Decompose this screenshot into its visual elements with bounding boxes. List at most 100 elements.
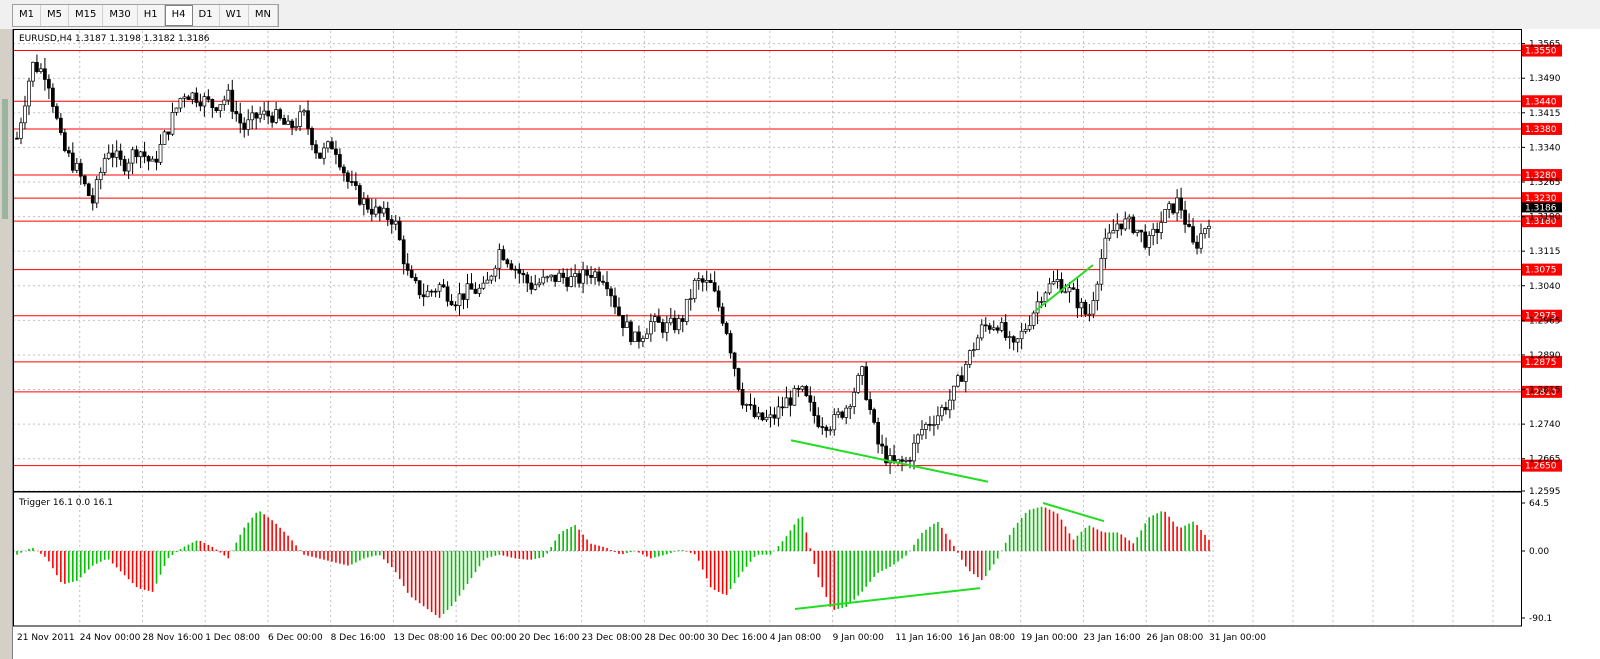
- candle-body: [908, 459, 912, 462]
- price-axis-label: 1.2665: [1529, 455, 1561, 465]
- candle-body: [310, 128, 314, 146]
- time-axis-label: 16 Dec 00:00: [456, 633, 517, 643]
- time-axis-label: 4 Jan 08:00: [770, 633, 822, 643]
- chart-window[interactable]: 1.3550 1.3440 1.3380 1.3280 1.3230 1.3180 1.30…: [12, 29, 1600, 659]
- candle-body: [533, 284, 538, 290]
- candle-body: [1043, 292, 1048, 302]
- candle-body: [1011, 336, 1016, 343]
- candle-body: [1159, 222, 1164, 233]
- chart-canvas[interactable]: 1.3550 1.3440 1.3380 1.3280 1.3230 1.3180 1.30…: [13, 29, 1600, 659]
- candle-body: [59, 117, 63, 133]
- candle-body: [1099, 258, 1104, 285]
- price-axis-label: 1.2740: [1529, 420, 1561, 430]
- timeframe-button-m5[interactable]: M5: [41, 5, 69, 26]
- candle-body: [987, 325, 992, 330]
- dock-tab[interactable]: [2, 99, 8, 219]
- candle-body: [724, 322, 729, 334]
- level-tag: [1522, 355, 1562, 368]
- candle-body: [393, 220, 398, 225]
- time-axis-label: 8 Dec 16:00: [331, 633, 386, 643]
- candle-body: [469, 283, 474, 290]
- candle-body: [1059, 279, 1064, 293]
- level-tag-label: 1.3380: [1525, 125, 1557, 135]
- timeframe-button-m15[interactable]: M15: [69, 5, 104, 26]
- trendline[interactable]: [794, 587, 981, 610]
- candle-body: [258, 113, 263, 119]
- candle-body: [1023, 328, 1028, 332]
- candle-body: [569, 276, 573, 287]
- candle-body: [1055, 279, 1060, 282]
- candle-body: [286, 120, 290, 125]
- candle-body: [840, 411, 845, 418]
- price-axis-label: 1.3115: [1529, 247, 1561, 257]
- candle-body: [330, 141, 334, 150]
- horizontal-levels: 1.3550 1.3440 1.3380 1.3280 1.3230 1.3180 1.30…: [13, 44, 1562, 472]
- candle-body: [421, 294, 426, 298]
- timeframe-button-d1[interactable]: D1: [193, 5, 220, 26]
- trendline[interactable]: [790, 439, 989, 483]
- candle-body: [1163, 209, 1167, 223]
- candle-body: [637, 331, 641, 342]
- level-tag-label: 1.2875: [1525, 358, 1557, 368]
- chart-header: EURUSD,H4 1.3187 1.3198 1.3182 1.3186: [19, 34, 210, 44]
- timeframe-button-h4[interactable]: H4: [164, 5, 193, 26]
- candle-body: [545, 276, 550, 279]
- level-tag-label: 1.3440: [1525, 97, 1557, 107]
- timeframe-button-mn[interactable]: MN: [249, 5, 278, 26]
- candle-body: [856, 375, 861, 393]
- candle-body: [354, 181, 358, 186]
- candle-body: [979, 324, 984, 339]
- candle-body: [684, 298, 689, 322]
- candle-body: [373, 206, 378, 215]
- trendlines: [790, 264, 1105, 610]
- indicator-axis-label: 64.5: [1529, 499, 1549, 509]
- candle-body: [800, 386, 805, 390]
- candle-body: [1083, 301, 1088, 315]
- timeframe-button-m1[interactable]: M1: [13, 5, 41, 26]
- candle-body: [1171, 203, 1175, 214]
- timeframe-button-m30[interactable]: M30: [103, 5, 138, 26]
- trendline[interactable]: [1042, 502, 1105, 523]
- price-axis-label: 1.3415: [1529, 109, 1561, 119]
- candle-body: [457, 293, 462, 307]
- candle-body: [549, 274, 554, 278]
- candle-body: [254, 112, 259, 119]
- candle-body: [904, 459, 908, 462]
- candle-body: [700, 278, 705, 283]
- candle-body: [912, 442, 916, 462]
- candle-body: [194, 92, 199, 103]
- candle-body: [401, 239, 406, 265]
- candle-body: [23, 105, 27, 124]
- candle-body: [991, 327, 996, 330]
- candle-body: [417, 280, 422, 296]
- candle-body: [784, 397, 789, 409]
- candle-body: [202, 96, 207, 107]
- candle-body: [1103, 237, 1108, 259]
- price-axis-label: 1.2965: [1529, 316, 1561, 326]
- candle-body: [517, 268, 522, 274]
- level-tag: [1522, 263, 1562, 276]
- candle-body: [1155, 228, 1160, 233]
- candle-body: [302, 110, 306, 113]
- level-tag: [1522, 44, 1562, 57]
- price-axis-label: 1.3340: [1529, 143, 1561, 153]
- candle-body: [1039, 301, 1044, 303]
- timeframe-button-h1[interactable]: H1: [138, 5, 165, 26]
- candle-body: [900, 459, 904, 462]
- timeframe-button-group: M1 M5 M15 M30 H1 H4 D1 W1 MN: [12, 4, 279, 27]
- candle-body: [748, 404, 753, 406]
- candle-body: [525, 274, 530, 284]
- left-dock-strip: [0, 29, 12, 659]
- candle-body: [521, 272, 526, 276]
- trendline[interactable]: [1034, 264, 1094, 312]
- candle-body: [1095, 283, 1100, 301]
- candle-body: [888, 455, 892, 464]
- candle-body: [872, 409, 876, 423]
- timeframe-button-w1[interactable]: W1: [220, 5, 249, 26]
- candle-body: [633, 331, 637, 343]
- candle-body: [31, 62, 35, 82]
- candle-body: [613, 295, 617, 308]
- candle-body: [174, 107, 179, 113]
- candle-body: [924, 423, 928, 430]
- candle-body: [601, 280, 605, 283]
